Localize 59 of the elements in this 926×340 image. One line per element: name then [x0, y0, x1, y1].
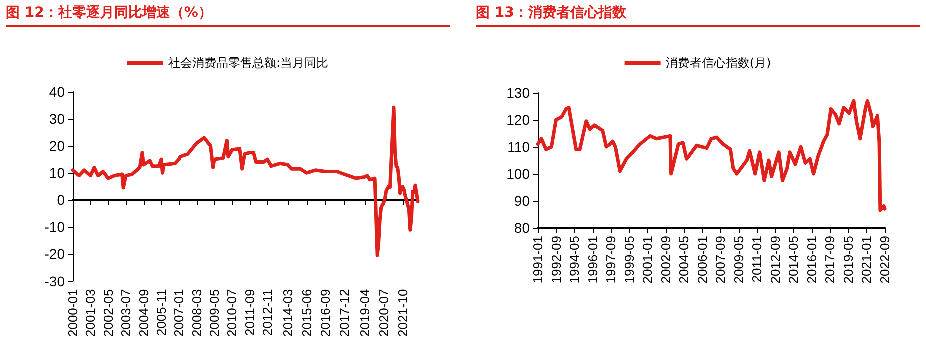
x-tick-label: 2012-09	[768, 236, 783, 284]
x-tick-label: 2003-07	[118, 289, 134, 338]
x-tick-label: 1991-01	[530, 236, 546, 284]
x-tick-label: 2004-09	[136, 289, 152, 338]
x-tick-label: 2005-11	[154, 289, 169, 336]
x-tick-label: 2020-07	[376, 289, 392, 338]
y-tick-label: 90	[514, 193, 530, 209]
y-tick-label: 10	[49, 165, 66, 182]
x-tick-label: 2016-09	[318, 289, 334, 338]
x-tick-label: 1994-05	[567, 236, 582, 284]
x-tick-label: 2014-05	[786, 236, 802, 284]
x-tick-label: 2009-05	[207, 289, 222, 338]
x-tick-label: 2016-01	[804, 236, 820, 284]
y-tick-label: 100	[506, 166, 530, 182]
y-tick-label: 130	[506, 85, 530, 101]
x-tick-label: 1999-05	[622, 236, 637, 284]
x-tick-label: 2002-05	[100, 289, 116, 338]
x-tick-label: 2006-01	[694, 236, 710, 284]
y-tick-label: 80	[514, 220, 530, 236]
legend-label: 消费者信心指数(月)	[666, 56, 772, 70]
x-tick-label: 2010-07	[224, 289, 240, 338]
x-tick-label: 2021-10	[395, 289, 410, 338]
x-tick-label: 2021-01	[859, 236, 874, 284]
line-series	[71, 106, 420, 258]
x-tick-label: 2019-05	[840, 236, 856, 284]
y-tick-label: -30	[44, 273, 66, 290]
y-tick-label: -10	[44, 219, 66, 236]
y-tick-label: 0	[57, 192, 66, 208]
chart-title: 图 12：社零逐月同比增速（%）	[6, 4, 450, 27]
y-tick-label: 120	[506, 112, 530, 128]
x-tick-label: 2008-03	[189, 289, 204, 338]
x-tick-label: 2007-01	[172, 289, 187, 338]
line-series	[536, 99, 887, 212]
x-tick-label: 2009-05	[731, 236, 746, 284]
x-tick-label: 2001-01	[640, 236, 656, 284]
y-tick-label: 40	[49, 84, 66, 100]
x-tick-label: 1997-09	[604, 236, 619, 284]
y-tick-label: 30	[49, 111, 66, 128]
x-tick-label: 2022-09	[878, 236, 892, 284]
y-tick-label: 20	[49, 138, 66, 154]
y-tick-label: 110	[508, 139, 530, 155]
y-tick-label: -20	[44, 246, 66, 262]
x-tick-label: 2019-04	[357, 289, 372, 338]
x-tick-label: 2007-09	[713, 236, 728, 284]
x-tick-label: 2000-01	[66, 289, 80, 338]
x-tick-label: 2011-09	[242, 289, 258, 336]
legend-label: 社会消费品零售总额:当月同比	[168, 56, 329, 70]
x-tick-label: 1992-09	[548, 236, 564, 284]
x-tick-label: 2014-03	[280, 289, 296, 338]
x-tick-label: 1996-01	[585, 236, 600, 284]
x-tick-label: 2012-11	[260, 289, 276, 336]
chart-title: 图 13：消费者信心指数	[476, 4, 920, 27]
x-tick-label: 2001-03	[83, 289, 98, 338]
x-tick-label: 2004-05	[676, 236, 692, 284]
x-tick-label: 2017-12	[337, 289, 352, 338]
x-tick-label: 2015-06	[299, 289, 314, 338]
x-tick-label: 2017-09	[822, 236, 838, 284]
x-tick-label: 2011-01	[750, 236, 765, 283]
x-tick-label: 2002-09	[658, 236, 674, 284]
